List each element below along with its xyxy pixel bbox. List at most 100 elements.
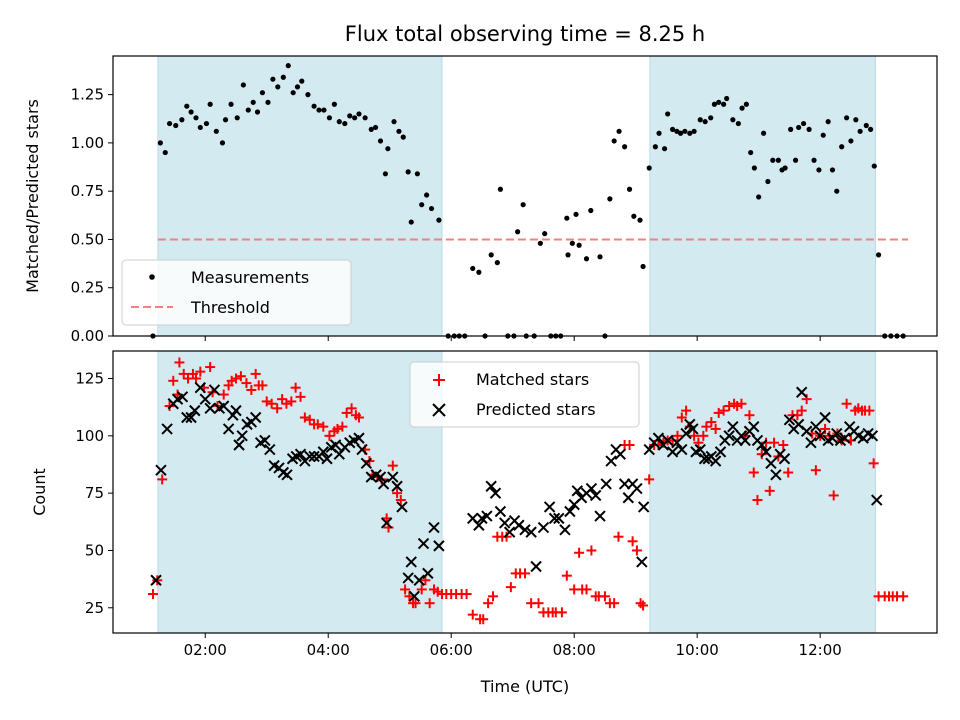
matched-star-point xyxy=(672,430,683,441)
predicted-star-point xyxy=(377,478,390,490)
matched-star-point xyxy=(218,389,229,400)
measurement-point xyxy=(470,265,476,272)
bottom-shaded-interval-2 xyxy=(649,350,877,634)
measurement-point xyxy=(788,126,794,132)
matched-star-point xyxy=(631,545,642,556)
measurement-point xyxy=(336,119,342,125)
measurement-point xyxy=(848,138,854,144)
matched-star-point xyxy=(295,391,306,402)
predicted-star-point xyxy=(417,537,430,550)
measurement-point xyxy=(396,128,402,134)
measurement-point xyxy=(607,196,613,202)
matched-star-point xyxy=(868,458,879,469)
matched-star-point xyxy=(488,591,499,602)
measurement-point xyxy=(564,215,570,221)
measurement-point xyxy=(669,126,676,132)
matched-star-point xyxy=(644,474,655,485)
matched-star-point xyxy=(205,362,216,373)
predicted-star-point xyxy=(499,517,511,529)
measurement-point xyxy=(665,111,671,117)
predicted-star-point xyxy=(519,524,531,536)
predicted-star-point xyxy=(553,512,565,525)
measurement-point xyxy=(775,157,781,163)
measurement-point xyxy=(207,101,213,107)
matched-star-point xyxy=(174,357,185,368)
matched-star-point xyxy=(701,421,712,432)
predicted-star-point xyxy=(204,402,216,415)
predicted-star-point xyxy=(643,443,655,456)
matched-star-point xyxy=(147,589,158,600)
measurement-point xyxy=(800,120,807,127)
predicted-star-point xyxy=(548,512,561,525)
matched-star-point xyxy=(796,405,807,416)
predicted-star-point xyxy=(155,464,167,476)
top-legend-box xyxy=(121,259,352,326)
measurement-point xyxy=(290,90,296,96)
predicted-star-point xyxy=(590,489,602,502)
matched-star-point xyxy=(627,536,638,547)
measurement-point xyxy=(285,63,291,69)
measurement-point xyxy=(265,99,271,105)
measurement-point xyxy=(640,263,646,270)
measurement-point xyxy=(294,84,301,90)
measurement-point xyxy=(839,144,845,150)
predicted-star-point xyxy=(481,510,493,522)
matched-star-point xyxy=(693,437,704,448)
predicted-star-point xyxy=(150,574,162,586)
measurement-point xyxy=(347,113,353,119)
matched-star-point xyxy=(828,490,839,501)
measurement-point xyxy=(488,252,494,258)
predicted-star-point xyxy=(217,400,230,412)
measurement-point xyxy=(708,115,714,121)
predicted-star-point xyxy=(709,455,722,467)
measurement-point xyxy=(721,101,727,107)
predicted-star-point xyxy=(433,540,445,552)
predicted-star-point xyxy=(783,414,796,426)
predicted-star-point xyxy=(765,457,777,470)
measurement-point xyxy=(748,149,754,156)
predicted-star-point xyxy=(413,574,425,586)
measurement-point xyxy=(569,240,575,246)
matched-star-point xyxy=(841,398,852,409)
measurement-point xyxy=(219,140,226,146)
predicted-star-point xyxy=(559,524,571,536)
measurement-point xyxy=(782,165,788,171)
measurement-point xyxy=(331,101,337,107)
predicted-star-point xyxy=(585,482,598,495)
measurement-point xyxy=(405,169,411,175)
measurement-point xyxy=(724,95,730,102)
measurement-point xyxy=(652,144,658,150)
measurement-point xyxy=(816,167,822,173)
matched-star-point xyxy=(266,398,277,409)
matched-star-point xyxy=(410,598,421,609)
measurement-point xyxy=(342,120,348,127)
matched-star-point xyxy=(392,488,403,499)
measurement-point xyxy=(637,217,643,223)
measurement-point xyxy=(385,146,391,152)
measurement-point xyxy=(391,119,397,125)
measurement-point xyxy=(834,188,840,194)
measurement-point xyxy=(716,99,722,105)
predicted-star-point xyxy=(208,384,221,396)
predicted-star-point xyxy=(259,434,271,447)
matched-star-point xyxy=(250,368,261,379)
top-shaded-interval-2 xyxy=(649,55,877,337)
legend-predicted-label: Predicted stars xyxy=(476,400,596,419)
predicted-star-point xyxy=(161,423,173,435)
matched-star-point xyxy=(281,398,292,409)
measurement-point xyxy=(179,117,185,123)
matched-star-point xyxy=(556,607,567,618)
matched-star-point xyxy=(574,547,585,558)
predicted-star-point xyxy=(264,443,276,456)
measurement-point xyxy=(382,171,389,177)
predicted-stars-points xyxy=(150,381,883,603)
measurement-point xyxy=(250,99,256,105)
matched-star-point xyxy=(461,589,472,600)
matched-star-point xyxy=(681,405,692,416)
measurement-point xyxy=(583,256,590,262)
matched-star-point xyxy=(404,591,415,602)
top-y-tick-label: 0.25 xyxy=(71,279,104,297)
matched-star-point xyxy=(195,366,206,377)
measurement-point xyxy=(166,120,173,127)
measurement-point xyxy=(677,130,684,136)
